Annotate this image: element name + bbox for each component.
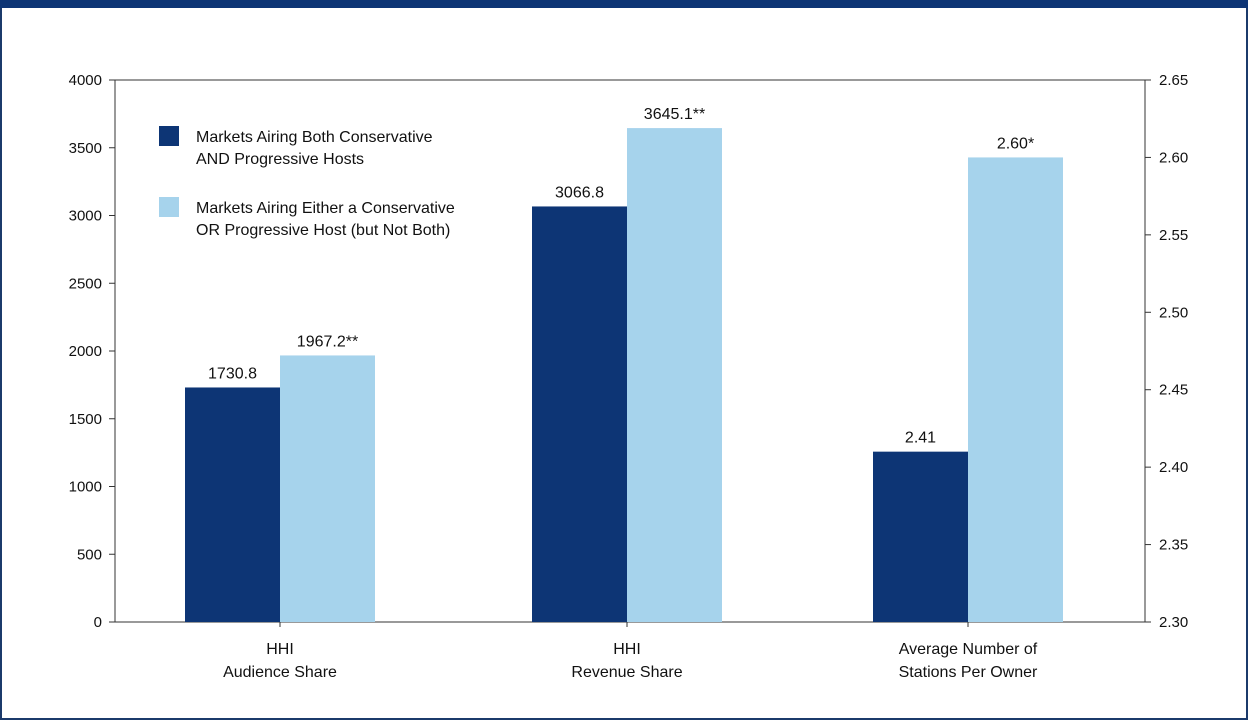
data-label: 1730.8 xyxy=(208,365,257,382)
right-tick-label: 2.60 xyxy=(1159,149,1188,166)
category-label: Stations Per Owner xyxy=(899,664,1038,681)
category-label: Average Number of xyxy=(899,641,1038,658)
legend-swatch xyxy=(159,197,179,217)
right-tick-label: 2.65 xyxy=(1159,72,1188,89)
legend: Markets Airing Both Conservative AND Prog… xyxy=(159,126,455,239)
right-tick-label: 2.50 xyxy=(1159,304,1188,321)
legend-entry: Markets Airing Both Conservative xyxy=(196,129,433,146)
left-tick-label: 3000 xyxy=(69,208,102,225)
left-tick-label: 2500 xyxy=(69,275,102,292)
bar-series-2-cat-3 xyxy=(968,157,1063,622)
category-label: HHI xyxy=(613,641,641,658)
left-tick-label: 2000 xyxy=(69,343,102,360)
bars xyxy=(185,128,1063,623)
bar-series-1-cat-3 xyxy=(873,451,968,622)
left-tick-label: 1000 xyxy=(69,479,102,496)
category-label: HHI xyxy=(266,641,294,658)
category-label: Revenue Share xyxy=(571,664,682,681)
bar-series-2-cat-2 xyxy=(627,128,722,623)
right-tick-label: 2.55 xyxy=(1159,227,1188,244)
left-tick-label: 500 xyxy=(77,546,102,563)
right-tick-label: 2.40 xyxy=(1159,459,1188,476)
bar-series-1-cat-1 xyxy=(185,387,280,622)
category-label: Audience Share xyxy=(223,664,337,681)
left-tick-label: 0 xyxy=(94,614,102,631)
data-label: 3066.8 xyxy=(555,184,604,201)
legend-entry: Markets Airing Either a Conservative xyxy=(196,200,455,217)
data-label: 2.60* xyxy=(997,135,1034,152)
data-label: 2.41 xyxy=(905,430,936,447)
legend-entry: AND Progressive Hosts xyxy=(196,151,364,168)
right-y-axis: 2.30 2.35 2.40 2.45 2.50 2.55 2.60 2.65 xyxy=(1145,72,1188,631)
left-tick-label: 3500 xyxy=(69,140,102,157)
left-tick-label: 4000 xyxy=(69,72,102,89)
category-labels: HHI Audience Share HHI Revenue Share Average… xyxy=(223,622,1038,681)
right-tick-label: 2.35 xyxy=(1159,537,1188,554)
left-y-axis: 0 500 1000 1500 2000 2500 3000 3500 4000 xyxy=(69,72,115,631)
bar-series-1-cat-2 xyxy=(532,206,627,622)
data-label: 3645.1** xyxy=(644,106,705,123)
legend-entry: OR Progressive Host (but Not Both) xyxy=(196,222,450,239)
data-label: 1967.2** xyxy=(297,333,358,350)
right-tick-label: 2.30 xyxy=(1159,614,1188,631)
top-banner-bar xyxy=(0,0,1248,8)
data-labels: 1730.8 1967.2** 3066.8 3645.1** 2.41 2.60* xyxy=(208,106,1034,447)
legend-swatch xyxy=(159,126,179,146)
right-tick-label: 2.45 xyxy=(1159,382,1188,399)
bar-series-2-cat-1 xyxy=(280,355,375,622)
left-tick-label: 1500 xyxy=(69,411,102,428)
